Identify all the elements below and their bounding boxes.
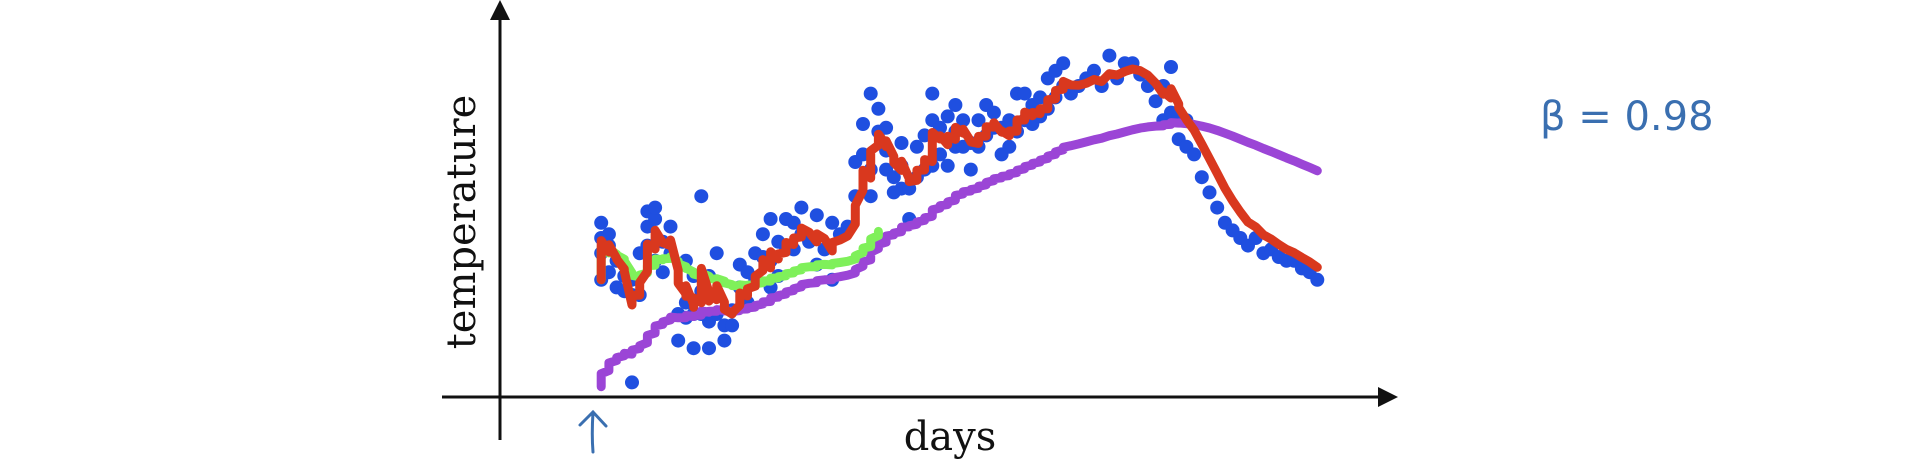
data-point: [1087, 63, 1101, 78]
data-point: [709, 246, 724, 261]
data-point: [717, 333, 732, 348]
data-point: [986, 105, 1001, 120]
data-point: [1202, 185, 1217, 200]
data-point: [1310, 272, 1325, 287]
hand-drawn-up-arrow-icon: [578, 409, 608, 454]
beta-annotation: β = 0.98: [1540, 94, 1714, 140]
data-point: [863, 189, 878, 204]
data-point: [625, 375, 639, 390]
y-axis-label: temperature: [439, 95, 485, 350]
data-point: [663, 219, 678, 234]
data-point: [1210, 200, 1225, 215]
data-point: [648, 212, 663, 226]
data-point: [925, 86, 940, 101]
data-point: [725, 318, 740, 333]
data-point: [956, 113, 971, 128]
data-point: [686, 341, 701, 356]
data-point: [940, 109, 955, 124]
x-axis-arrow-icon: [1378, 387, 1398, 407]
data-point: [763, 212, 778, 226]
data-point: [863, 86, 878, 101]
data-point: [1002, 139, 1017, 154]
x-axis-label: days: [904, 414, 997, 460]
data-point: [671, 333, 686, 348]
data-point: [601, 227, 616, 242]
data-point: [909, 139, 924, 154]
data-point: [948, 98, 963, 112]
data-point: [755, 227, 770, 242]
data-point: [655, 265, 670, 280]
data-point: [1194, 170, 1209, 185]
data-point: [1187, 147, 1202, 162]
data-point: [1164, 60, 1178, 74]
data-point: [786, 215, 801, 230]
red-line: [596, 64, 1322, 319]
data-point: [1056, 56, 1071, 71]
data-point: [794, 200, 809, 215]
green-line: [596, 226, 883, 291]
data-point: [894, 136, 909, 150]
data-point: [694, 189, 709, 204]
data-point: [648, 200, 663, 215]
data-point: [1017, 86, 1032, 101]
data-point: [825, 215, 840, 230]
chart-marks: [594, 48, 1325, 392]
data-point: [702, 341, 716, 356]
y-axis-arrow-icon: [490, 0, 510, 20]
data-point: [1148, 94, 1163, 109]
data-point: [1102, 48, 1117, 63]
data-point: [963, 162, 978, 177]
data-point: [594, 215, 609, 230]
purple-line: [596, 118, 1322, 392]
data-point: [871, 101, 886, 116]
data-point: [940, 158, 955, 173]
data-point: [886, 170, 901, 185]
data-point: [879, 120, 894, 135]
data-point: [809, 208, 824, 223]
data-point: [971, 113, 986, 128]
data-point: [856, 117, 870, 131]
